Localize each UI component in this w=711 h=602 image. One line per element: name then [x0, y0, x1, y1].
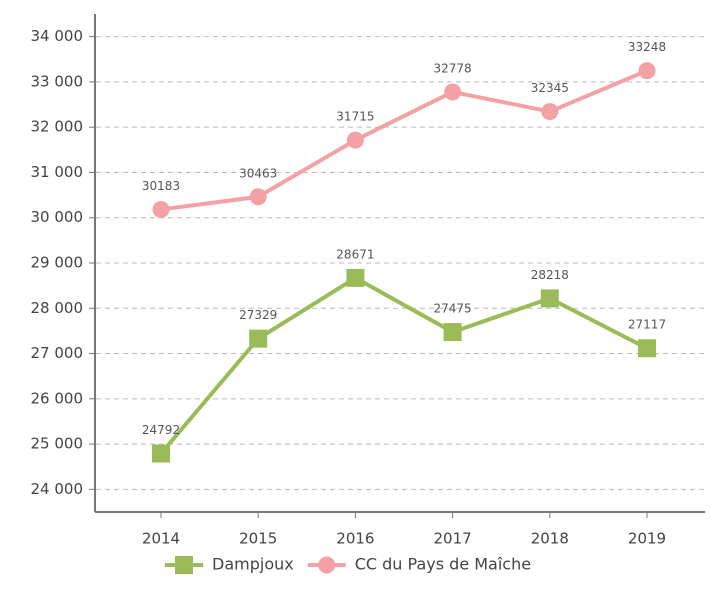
marker — [541, 103, 559, 121]
data-label: 24792 — [142, 423, 180, 437]
data-label: 32345 — [531, 81, 569, 95]
data-label: 30463 — [239, 166, 277, 180]
data-label: 28218 — [531, 268, 569, 282]
marker — [638, 339, 656, 358]
data-label: 31715 — [336, 110, 374, 124]
y-tick-label: 30 000 — [31, 208, 84, 226]
y-tick-label: 25 000 — [31, 435, 84, 453]
x-tick-label: 2015 — [239, 530, 277, 548]
y-tick-label: 26 000 — [31, 389, 84, 407]
marker — [249, 188, 267, 206]
marker — [638, 62, 656, 80]
legend-marker — [318, 556, 336, 574]
x-tick-label: 2016 — [336, 530, 374, 548]
data-label: 27117 — [628, 318, 666, 332]
legend-label: CC du Pays de Maîche — [355, 555, 531, 574]
y-tick-label: 33 000 — [31, 72, 84, 90]
marker — [540, 289, 559, 308]
x-tick-label: 2017 — [434, 530, 472, 548]
marker — [346, 268, 365, 287]
marker — [444, 83, 462, 101]
y-tick-label: 32 000 — [31, 118, 84, 136]
data-label: 33248 — [628, 40, 666, 54]
y-tick-label: 28 000 — [31, 299, 84, 317]
x-tick-label: 2014 — [142, 530, 180, 548]
data-label: 30183 — [142, 179, 180, 193]
data-label: 28671 — [336, 247, 374, 261]
legend-marker — [175, 556, 193, 574]
line — [159, 275, 648, 455]
y-tick-label: 24 000 — [31, 480, 84, 498]
data-label: 27329 — [239, 308, 277, 322]
y-tick-label: 29 000 — [31, 254, 84, 272]
marker — [249, 329, 268, 348]
x-tick-label: 2019 — [628, 530, 666, 548]
data-label: 32778 — [434, 61, 472, 75]
marker — [152, 200, 170, 218]
marker — [152, 444, 170, 463]
line — [160, 68, 648, 212]
x-tick-label: 2018 — [531, 530, 569, 548]
marker — [346, 131, 364, 149]
data-label: 27475 — [434, 302, 472, 316]
legend-label: Dampjoux — [212, 555, 294, 574]
y-tick-label: 27 000 — [31, 344, 84, 362]
y-tick-label: 34 000 — [31, 27, 84, 45]
marker — [443, 323, 462, 342]
y-tick-label: 31 000 — [31, 163, 84, 181]
